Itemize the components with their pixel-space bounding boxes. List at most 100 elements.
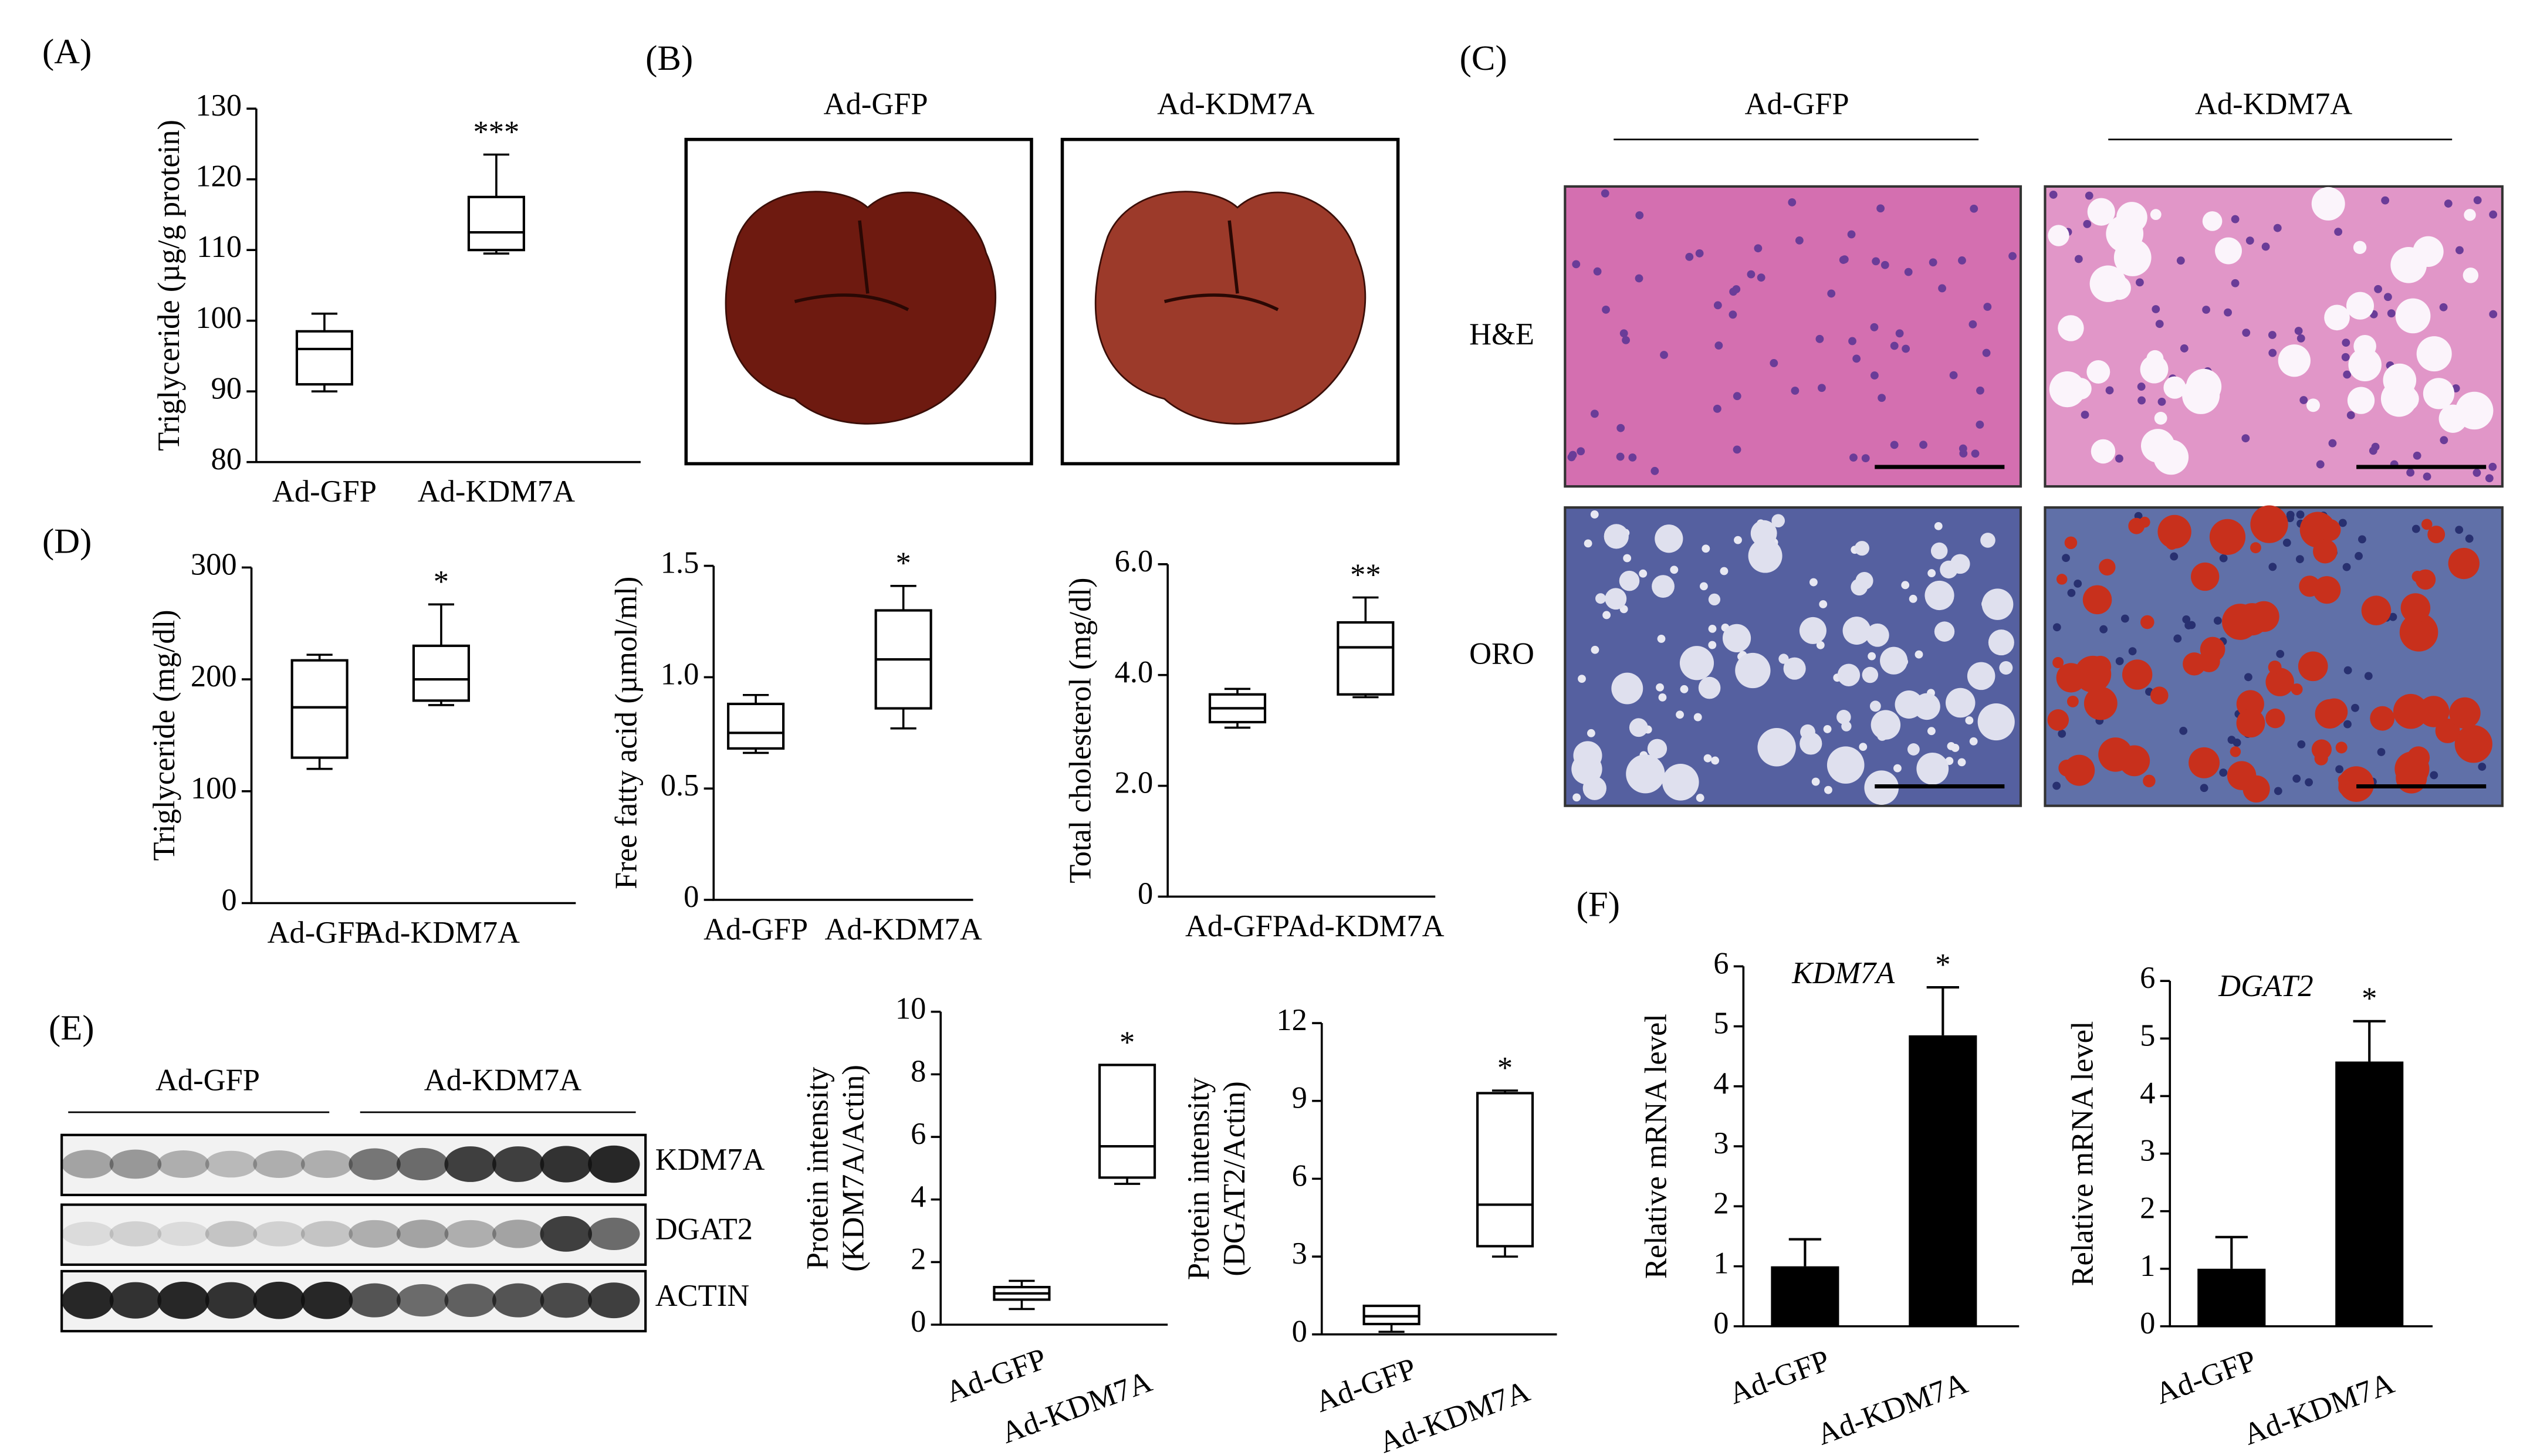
nucleus — [1747, 270, 1756, 279]
nucleus — [1729, 287, 1738, 296]
vacuole — [2099, 558, 2116, 576]
nucleus — [2440, 436, 2448, 445]
liver-photo — [725, 191, 997, 425]
vacuole — [2348, 348, 2382, 382]
nucleus — [2261, 242, 2270, 251]
blot-band — [253, 1281, 305, 1319]
y-tick-label: 0 — [2140, 1306, 2155, 1340]
vacuole — [2250, 542, 2261, 554]
blot-band — [157, 1150, 209, 1178]
panel-label: (C) — [1460, 39, 1507, 78]
nucleus — [1635, 274, 1643, 283]
nucleus — [1847, 230, 1856, 239]
histology-group-label: Ad-KDM7A — [2195, 87, 2352, 121]
blot-band — [492, 1283, 544, 1318]
y-tick-label: 130 — [195, 89, 242, 123]
nucleus — [1852, 354, 1861, 363]
vacuole — [1611, 672, 1643, 705]
nucleus — [1757, 273, 1765, 282]
vacuole — [1708, 593, 1721, 605]
y-tick-label: 90 — [211, 371, 242, 405]
nucleus — [1870, 371, 1879, 380]
y-tick-label: 5 — [1713, 1007, 1729, 1041]
nucleus — [1919, 441, 1927, 449]
vacuole — [2230, 746, 2241, 757]
chart-title: KDM7A — [1791, 956, 1895, 990]
nucleus — [2455, 246, 2464, 255]
nucleus — [1848, 337, 1856, 346]
nucleus — [2241, 434, 2250, 443]
nucleus — [2343, 666, 2352, 675]
vacuole — [2394, 751, 2430, 787]
vacuole — [1934, 621, 1955, 642]
blot-band — [492, 1220, 544, 1248]
liver-fissure — [794, 220, 909, 311]
nucleus — [2387, 309, 2396, 318]
nucleus — [2115, 657, 2124, 665]
vacuole — [2091, 439, 2116, 464]
nucleus — [2351, 703, 2359, 712]
vacuole — [2064, 536, 2078, 550]
x-tick-label: Ad-KDM7A — [824, 912, 982, 946]
blot-band — [205, 1282, 258, 1319]
photo-group-label: Ad-KDM7A — [1157, 87, 1314, 121]
y-tick-label: 6 — [911, 1117, 926, 1151]
blot-band — [253, 1150, 305, 1178]
nucleus — [1602, 611, 1611, 619]
nucleus — [2128, 647, 2137, 656]
vacuole — [1967, 662, 1995, 690]
nucleus — [1591, 645, 1599, 654]
vacuole — [1771, 514, 1785, 528]
y-axis-label: (KDM7A/Actin) — [837, 1065, 871, 1272]
y-tick-label: 120 — [195, 160, 242, 194]
nucleus — [2377, 748, 2386, 756]
nucleus — [2439, 303, 2448, 311]
significance: *** — [473, 115, 520, 149]
nucleus — [1824, 785, 1832, 794]
nucleus — [2485, 474, 2494, 483]
nucleus — [2244, 673, 2252, 682]
blot-band — [588, 1282, 640, 1319]
liver-fissure — [1163, 220, 1279, 311]
vacuole — [2313, 539, 2338, 564]
vacuole — [2400, 593, 2431, 623]
nucleus — [1754, 244, 1763, 253]
y-tick-label: 2.0 — [1115, 766, 1154, 800]
nucleus — [1676, 710, 1684, 719]
vacuole — [2454, 725, 2492, 763]
y-tick-label: 0 — [1713, 1306, 1729, 1340]
panel-label: (A) — [42, 32, 92, 72]
nucleus — [2328, 439, 2337, 448]
vacuole — [2455, 391, 2494, 430]
nucleus — [2049, 191, 2058, 199]
nucleus — [2381, 196, 2390, 205]
y-tick-label: 300 — [191, 547, 237, 581]
nucleus — [1619, 329, 1628, 338]
vacuole — [2346, 292, 2375, 320]
nucleus — [2296, 510, 2305, 519]
nucleus — [1695, 249, 1704, 258]
vacuole — [2150, 686, 2169, 705]
significance: * — [2362, 982, 2377, 1016]
panel-label: (E) — [49, 1008, 94, 1048]
nucleus — [1827, 289, 1836, 298]
vacuole — [2082, 585, 2112, 615]
nucleus — [1959, 449, 1968, 458]
nucleus — [2179, 726, 2188, 735]
x-tick-label: Ad-GFP — [272, 475, 377, 509]
bar — [2197, 1268, 2266, 1326]
vacuole — [1799, 617, 1827, 644]
nucleus — [2342, 338, 2350, 347]
nucleus — [1577, 447, 1585, 456]
vacuole — [2116, 202, 2147, 233]
y-tick-label: 2 — [911, 1242, 926, 1276]
nucleus — [2224, 308, 2232, 317]
nucleus — [1635, 211, 1644, 219]
y-tick-label: 4 — [1713, 1066, 1729, 1101]
nucleus — [2242, 329, 2251, 337]
vacuole — [2394, 387, 2419, 412]
nucleus — [2200, 784, 2208, 793]
nucleus — [1970, 204, 1978, 213]
vacuole — [2416, 336, 2452, 372]
